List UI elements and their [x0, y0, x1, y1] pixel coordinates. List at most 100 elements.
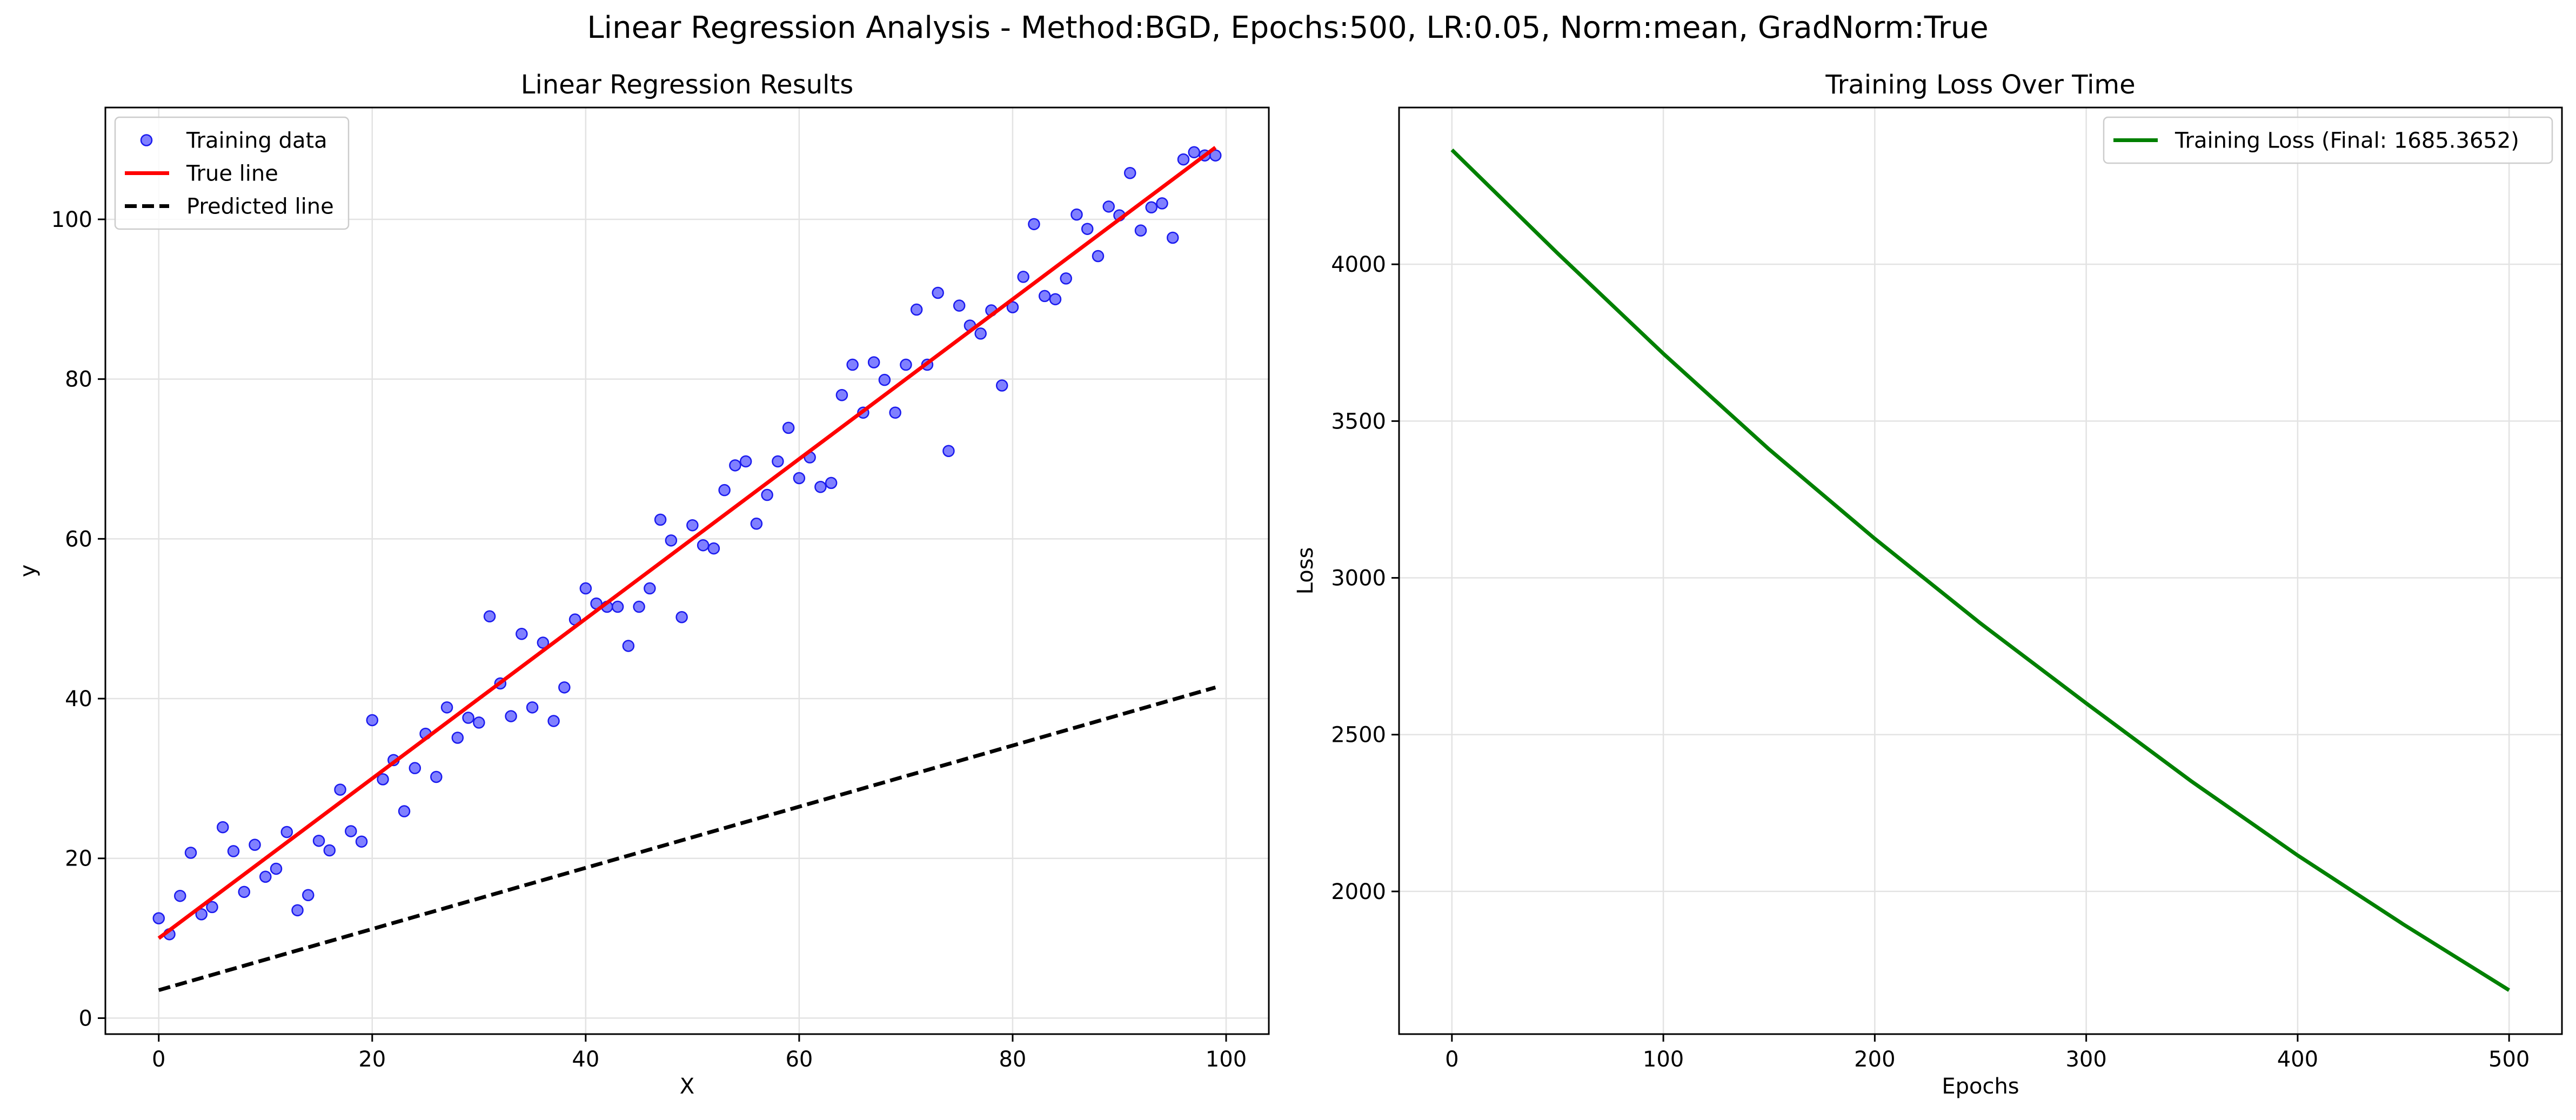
loss-plot-area [1450, 148, 2511, 992]
regression-data-point [334, 783, 346, 796]
loss-x-tick-label: 300 [2065, 1047, 2106, 1072]
regression-y-axis-label: y [16, 565, 41, 578]
loss-y-tick-label: 3500 [1331, 409, 1386, 434]
regression-data-point [345, 825, 357, 837]
regression-data-point [644, 582, 656, 595]
regression-data-point [622, 640, 635, 652]
loss-y-tick-label: 4000 [1331, 252, 1386, 277]
regression-data-point [665, 534, 678, 547]
regression-data-point [814, 481, 827, 493]
regression-data-point [611, 600, 624, 613]
regression-data-point [473, 716, 485, 729]
regression-data-point [174, 889, 186, 902]
regression-data-point [1081, 223, 1094, 235]
regression-data-point [280, 826, 293, 839]
regression-data-point [889, 406, 901, 419]
regression-data-point [1028, 218, 1040, 231]
regression-data-point [249, 839, 261, 851]
regression-data-point [398, 805, 411, 817]
regression-data-point [217, 821, 229, 834]
loss-axes: 0 100 200 300 400 500 2000 2500 3000 3500 4000 Trai… [1293, 70, 2563, 1099]
loss-y-axis-label: Loss [1293, 547, 1318, 595]
regression-data-point [227, 845, 240, 857]
regression-y-tick-label: 80 [65, 367, 92, 392]
loss-x-tick-label: 100 [1643, 1047, 1684, 1072]
regression-x-axis-label: X [680, 1074, 694, 1099]
regression-legend: Training data True line Predicted line [114, 116, 350, 230]
loss-x-tick-label: 500 [2488, 1047, 2530, 1072]
regression-data-point [867, 356, 880, 368]
regression-data-point [291, 904, 304, 917]
regression-data-point [718, 484, 731, 497]
regression-y-tick-label: 20 [65, 847, 92, 871]
regression-axes-frame [104, 106, 1270, 1035]
regression-axes-title: Linear Regression Results [521, 70, 854, 100]
regression-data-point [451, 732, 464, 744]
regression-y-tick-label: 100 [51, 207, 92, 232]
regression-data-point [846, 358, 859, 371]
regression-data-point [483, 610, 496, 623]
loss-y-tick-label: 3000 [1331, 566, 1386, 591]
loss-axes-title: Training Loss Over Time [1825, 70, 2135, 100]
regression-data-point [1134, 224, 1147, 237]
loss-y-tick-label: 2500 [1331, 723, 1386, 748]
regression-data-point [772, 455, 784, 468]
regression-x-tick-label: 0 [152, 1047, 165, 1072]
regression-data-point [654, 513, 667, 526]
regression-legend-label: Predicted line [186, 195, 334, 219]
regression-data-point [1156, 197, 1168, 210]
regression-data-point [238, 886, 251, 898]
regression-data-point [1177, 153, 1190, 166]
regression-data-point [1166, 231, 1179, 244]
regression-data-point [1188, 146, 1200, 159]
regression-data-point [825, 477, 838, 489]
regression-data-point [1006, 301, 1019, 313]
regression-series-line-1 [157, 146, 1217, 940]
regression-plot-area [152, 146, 1222, 992]
regression-data-point [686, 519, 699, 532]
loss-legend-box [2103, 116, 2553, 164]
regression-data-point [878, 373, 891, 386]
loss-x-tick-label: 200 [1854, 1047, 1895, 1072]
loss-axes-frame [1398, 106, 2563, 1035]
regression-y-tick-label: 40 [65, 687, 92, 712]
regression-data-point [675, 611, 688, 623]
regression-data-point [366, 714, 379, 727]
regression-x-tick-label: 100 [1206, 1047, 1247, 1072]
regression-data-point [697, 539, 710, 552]
regression-data-point [729, 459, 741, 472]
regression-x-tick-label: 20 [358, 1047, 386, 1072]
regression-legend-box [114, 116, 350, 230]
regression-data-point [184, 847, 197, 859]
regression-data-point [995, 379, 1008, 392]
regression-data-point [1209, 149, 1222, 162]
regression-data-point [579, 582, 592, 595]
regression-data-point [323, 844, 336, 857]
regression-x-tick-label: 80 [999, 1047, 1026, 1072]
regression-data-point [1017, 271, 1029, 283]
regression-y-tick-label: 60 [65, 527, 92, 552]
regression-data-point [910, 303, 923, 316]
regression-data-point [835, 388, 848, 401]
regression-legend-marker [140, 134, 153, 146]
regression-data-point [739, 455, 752, 468]
regression-data-point [312, 834, 325, 847]
loss-x-tick-label: 0 [1445, 1047, 1458, 1072]
regression-data-point [900, 358, 912, 371]
regression-data-point [547, 715, 560, 727]
regression-data-point [195, 908, 208, 921]
regression-data-point [1060, 272, 1072, 285]
regression-data-point [355, 835, 368, 848]
loss-y-tick-label: 2000 [1331, 880, 1386, 904]
loss-x-axis-label: Epochs [1942, 1074, 2019, 1099]
regression-series-line-2 [158, 685, 1216, 992]
regression-data-point [505, 710, 517, 722]
regression-data-point [953, 299, 966, 312]
regression-data-point [430, 770, 443, 783]
regression-data-point [526, 701, 539, 714]
regression-data-point [440, 701, 453, 714]
regression-data-point [1038, 290, 1051, 303]
regression-y-tick-label: 0 [79, 1006, 92, 1031]
regression-data-point [974, 327, 987, 340]
